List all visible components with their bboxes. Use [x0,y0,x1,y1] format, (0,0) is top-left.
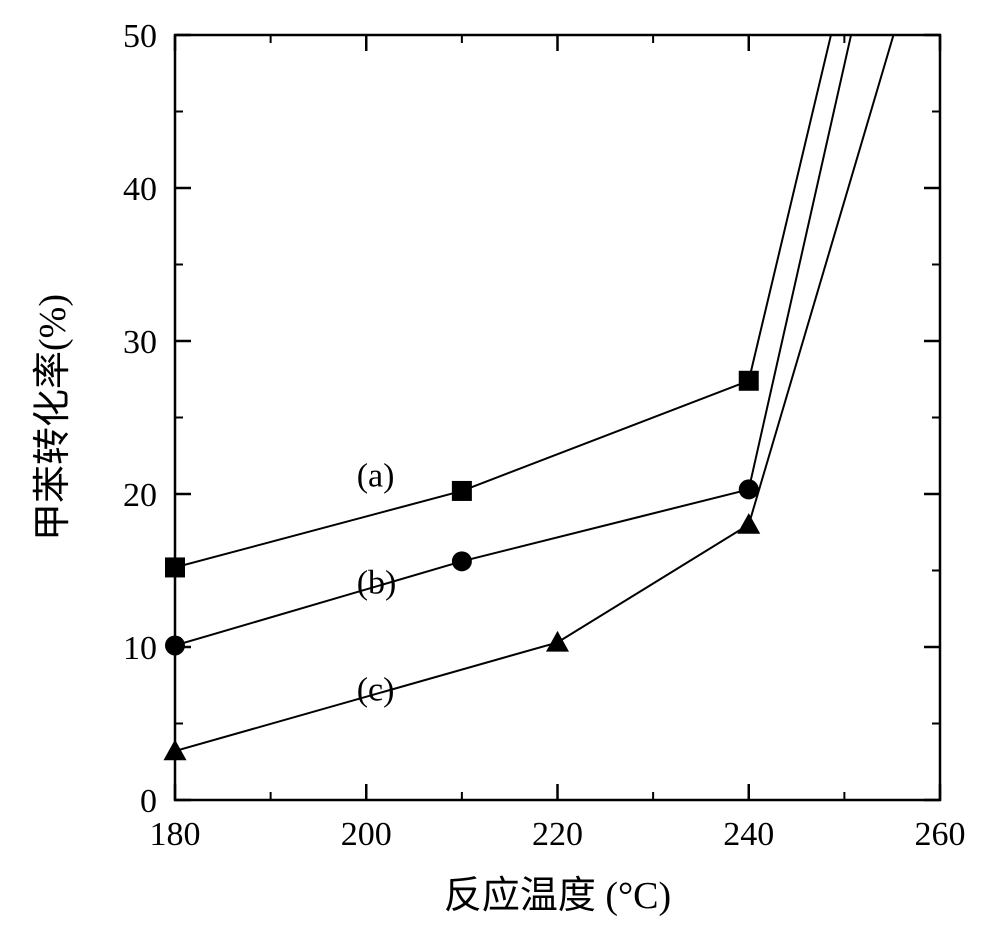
x-tick-label: 200 [341,816,392,853]
y-tick-label: 20 [123,477,157,514]
y-tick-label: 0 [140,783,157,820]
y-tick-label: 50 [123,18,157,55]
marker-circle [739,479,759,499]
x-tick-label: 180 [150,816,201,853]
series-label-b: (b) [357,565,397,602]
series-label-a: (a) [357,457,395,494]
y-tick-label: 10 [123,630,157,667]
y-tick-label: 30 [123,324,157,361]
marker-square [452,481,472,501]
x-tick-label: 260 [915,816,966,853]
conversion-chart: (a) (b) (c) 180 200 220 240 260 0 10 20 30 40 50 反应温度 … [0,0,1000,950]
series-label-c: (c) [357,672,395,709]
x-axis-label: 反应温度 (°C) [444,875,671,917]
marker-square [739,371,759,391]
x-tick-label: 240 [723,816,774,853]
marker-circle [452,551,472,571]
x-tick-label: 220 [532,816,583,853]
y-tick-label: 40 [123,171,157,208]
y-axis-label: 甲苯转化率(%) [32,294,74,541]
